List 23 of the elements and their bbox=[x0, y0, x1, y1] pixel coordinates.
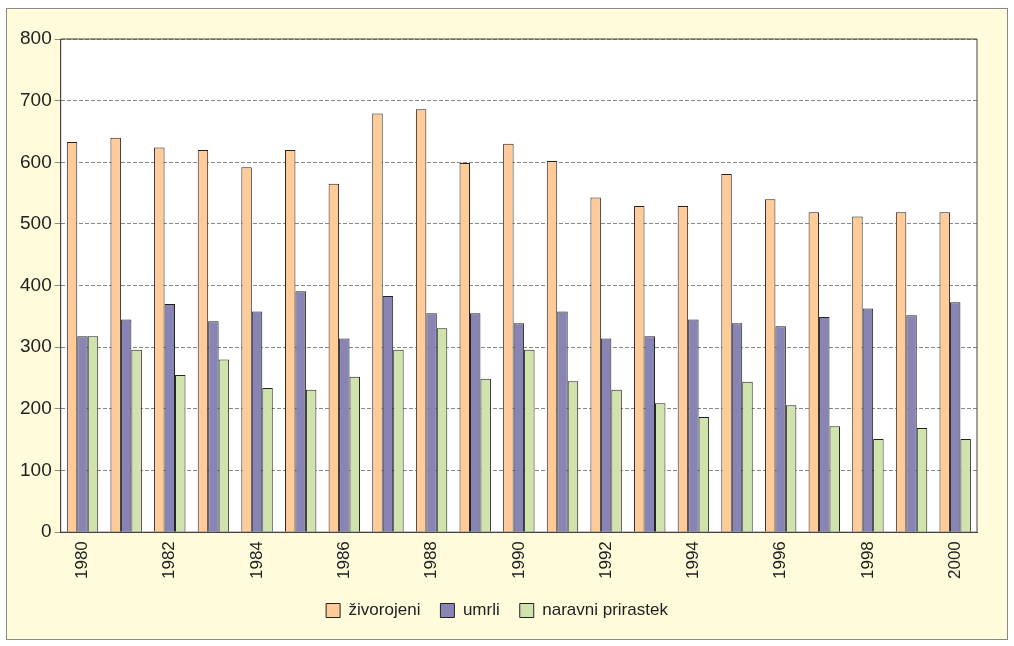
y-tick-label: 500 bbox=[20, 212, 52, 234]
y-tick-label: 300 bbox=[20, 335, 52, 357]
y-tick-label: 600 bbox=[20, 150, 52, 172]
x-tick-label: 1994 bbox=[683, 541, 703, 580]
x-tick-label: 1988 bbox=[421, 541, 441, 580]
y-tick-label: 100 bbox=[20, 458, 52, 480]
x-tick-label: 1984 bbox=[246, 541, 266, 580]
legend-label: živorojeni bbox=[348, 600, 421, 620]
x-tick-label: 1992 bbox=[595, 541, 615, 580]
x-tick-label: 1998 bbox=[857, 541, 877, 580]
x-tick-label: 1996 bbox=[770, 541, 790, 580]
x-tick-label: 1980 bbox=[72, 541, 92, 580]
y-tick-label: 0 bbox=[41, 520, 52, 542]
x-tick-label: 1986 bbox=[334, 541, 353, 580]
x-tick-label: 1982 bbox=[159, 541, 179, 580]
x-tick-label: 2000 bbox=[944, 541, 964, 580]
legend-label: naravni prirastek bbox=[542, 600, 669, 620]
y-tick-label: 800 bbox=[20, 27, 52, 49]
y-tick-label: 200 bbox=[20, 397, 52, 419]
legend-label: umrli bbox=[462, 600, 500, 620]
x-tick-label: 1990 bbox=[508, 541, 528, 580]
y-tick-label: 400 bbox=[20, 273, 52, 295]
y-tick-label: 700 bbox=[20, 88, 52, 110]
